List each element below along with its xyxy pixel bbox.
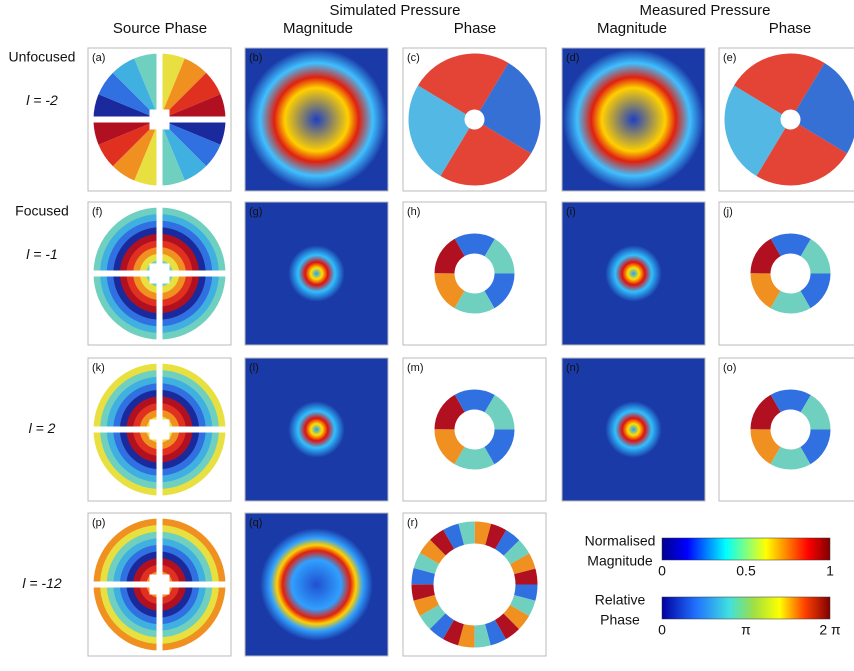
panel: (q) bbox=[245, 513, 388, 656]
phase-center bbox=[781, 110, 801, 130]
magnitude-map bbox=[246, 203, 387, 344]
panel-frame bbox=[403, 358, 546, 501]
panel: (a) bbox=[88, 48, 231, 191]
colorbar-tick-label: 1 bbox=[826, 563, 834, 579]
panel-label: (r) bbox=[407, 517, 418, 529]
panel-label: (b) bbox=[249, 52, 262, 64]
colorbar-title: Normalised bbox=[585, 533, 656, 549]
colorbar bbox=[662, 538, 830, 560]
colorbar-tick-label: 0 bbox=[658, 563, 666, 579]
group-header: Measured Pressure bbox=[640, 2, 771, 19]
colorbar-tick-label: π bbox=[741, 622, 751, 638]
panel-label: (f) bbox=[92, 206, 102, 218]
panel-label: (n) bbox=[566, 362, 579, 374]
colorbar bbox=[662, 597, 830, 619]
column-header: Magnitude bbox=[283, 20, 353, 37]
row-group: Unfocused bbox=[9, 49, 76, 65]
colorbar-tick-label: 0.5 bbox=[736, 563, 756, 579]
panel-label: (o) bbox=[723, 362, 736, 374]
panel-label: (d) bbox=[566, 52, 579, 64]
group-header: Simulated Pressure bbox=[330, 2, 461, 19]
panel-label: (m) bbox=[407, 362, 424, 374]
row-label: l = 2 bbox=[29, 420, 56, 436]
row-label: l = -2 bbox=[26, 92, 58, 108]
magnitude-map bbox=[563, 203, 704, 344]
column-header: Magnitude bbox=[597, 20, 667, 37]
magnitude-map bbox=[563, 359, 704, 500]
panel-label: (a) bbox=[92, 52, 105, 64]
colorbar-tick-label: 2 π bbox=[819, 622, 841, 638]
panel-frame bbox=[403, 202, 546, 345]
panel: (r) bbox=[403, 513, 546, 656]
panel: (o) bbox=[719, 358, 854, 501]
panel-frame bbox=[719, 202, 854, 345]
panel: (e) bbox=[719, 48, 854, 191]
source-center bbox=[150, 575, 170, 595]
row-group: Focused bbox=[15, 203, 69, 219]
panel: (i) bbox=[562, 202, 705, 345]
panel: (f) bbox=[88, 202, 231, 345]
panel-label: (i) bbox=[566, 206, 576, 218]
magnitude-map bbox=[246, 359, 387, 500]
row-label: l = -1 bbox=[26, 246, 58, 262]
panel: (d) bbox=[562, 48, 705, 191]
colorbar-title: Phase bbox=[600, 612, 640, 628]
colorbar-title: Relative bbox=[595, 592, 646, 608]
panel-label: (g) bbox=[249, 206, 262, 218]
source-center bbox=[150, 264, 170, 284]
magnitude-map bbox=[246, 49, 387, 190]
panel: (c) bbox=[403, 48, 546, 191]
magnitude-map bbox=[563, 49, 704, 190]
phase-center bbox=[465, 110, 485, 130]
panel: (k) bbox=[88, 358, 231, 501]
panel-label: (q) bbox=[249, 517, 262, 529]
panel-label: (e) bbox=[723, 52, 736, 64]
panel: (l) bbox=[245, 358, 388, 501]
panel: (h) bbox=[403, 202, 546, 345]
panel: (n) bbox=[562, 358, 705, 501]
row-label: l = -12 bbox=[22, 575, 62, 591]
colorbar-tick-label: 0 bbox=[658, 622, 666, 638]
column-header: Source Phase bbox=[113, 20, 207, 37]
panel: (m) bbox=[403, 358, 546, 501]
panel-label: (j) bbox=[723, 206, 733, 218]
colorbar-title: Magnitude bbox=[587, 553, 653, 569]
source-center bbox=[150, 420, 170, 440]
magnitude-map bbox=[246, 514, 387, 655]
panel-label: (h) bbox=[407, 206, 420, 218]
panel-label: (p) bbox=[92, 517, 105, 529]
panel: (g) bbox=[245, 202, 388, 345]
panel-label: (c) bbox=[407, 52, 420, 64]
panel-label: (k) bbox=[92, 362, 105, 374]
source-center bbox=[150, 110, 170, 130]
column-header: Phase bbox=[454, 20, 497, 37]
panel-label: (l) bbox=[249, 362, 259, 374]
panel: (b) bbox=[245, 48, 388, 191]
panel: (p) bbox=[88, 513, 231, 656]
panel: (j) bbox=[719, 202, 854, 345]
column-header: Phase bbox=[769, 20, 812, 37]
panel-frame bbox=[719, 358, 854, 501]
